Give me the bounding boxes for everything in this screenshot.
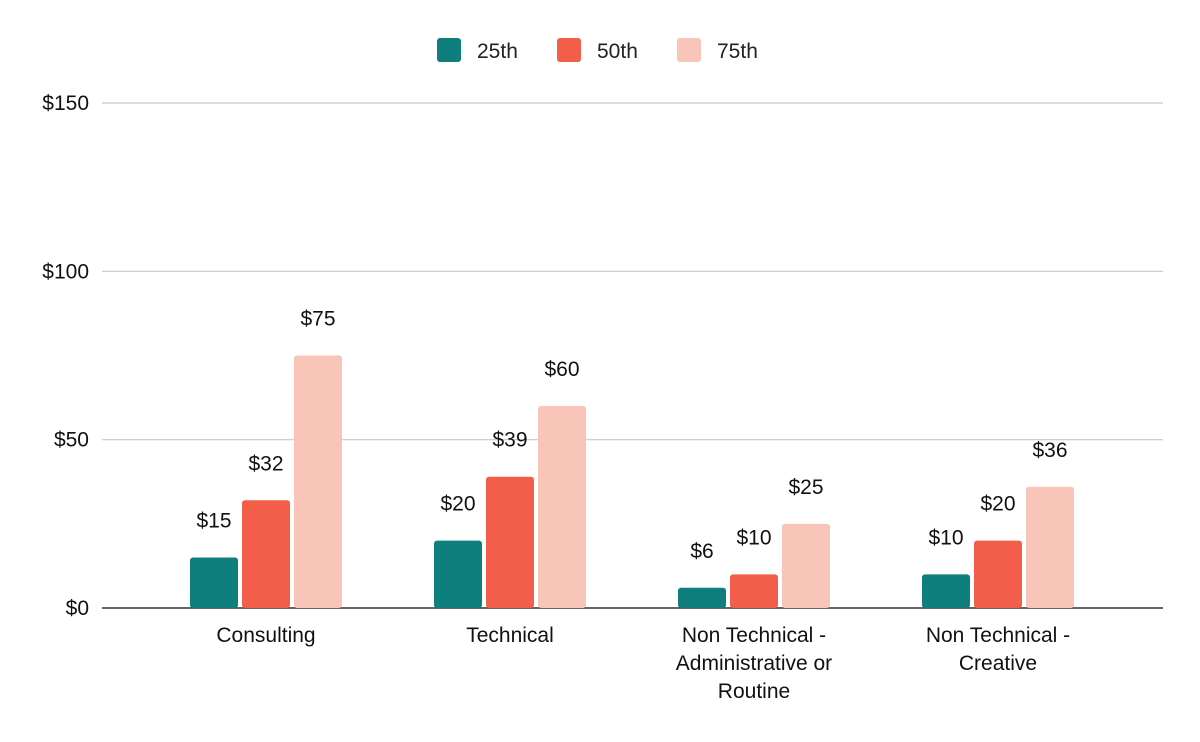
legend-swatch-25th	[437, 38, 461, 62]
x-category-label: Non Technical - Administrative or Routine	[676, 624, 832, 703]
y-tick-label: $100	[42, 260, 89, 283]
bar-75th	[782, 523, 830, 608]
x-category-label-line: Non Technical -	[926, 624, 1070, 647]
x-category-label-line: Creative	[959, 652, 1037, 675]
bar-75th	[294, 355, 342, 608]
x-category-label-line: Technical	[466, 624, 554, 647]
legend-label-75th: 75th	[717, 40, 758, 63]
legend-label-50th: 50th	[597, 40, 638, 63]
bar-25th	[190, 557, 238, 608]
legend: 25th 50th 75th	[437, 38, 758, 63]
bar-75th	[1026, 486, 1074, 608]
x-category-label-line: Administrative or	[676, 652, 832, 675]
data-label-50th: $10	[736, 526, 771, 549]
data-label-75th: $75	[300, 308, 335, 331]
x-category-label: Consulting	[216, 624, 315, 647]
legend-swatch-50th	[557, 38, 581, 62]
bar-25th	[678, 587, 726, 608]
x-category-label-line: Non Technical -	[682, 624, 826, 647]
y-axis-ticks: $0 $50 $100 $150	[42, 92, 89, 620]
data-label-25th: $6	[690, 540, 713, 563]
y-tick-label: $50	[54, 429, 89, 452]
bar-50th	[730, 574, 778, 608]
bar-50th	[242, 500, 290, 608]
data-label-75th: $60	[544, 358, 579, 381]
bars	[190, 355, 1074, 608]
x-category-label-line: Consulting	[216, 624, 315, 647]
legend-swatch-75th	[677, 38, 701, 62]
bar-25th	[922, 574, 970, 608]
data-label-50th: $32	[248, 452, 283, 475]
x-category-label: Technical	[466, 624, 554, 647]
bar-50th	[974, 540, 1022, 608]
data-label-25th: $10	[928, 526, 963, 549]
x-category-label: Non Technical - Creative	[926, 624, 1070, 675]
data-label-25th: $20	[440, 493, 475, 516]
legend-label-25th: 25th	[477, 40, 518, 63]
bar-75th	[538, 406, 586, 608]
data-labels: $15 $32 $75 $20 $39 $60 $6 $10 $25 $10 $20 $36	[196, 308, 1067, 563]
data-label-75th: $25	[788, 476, 823, 499]
data-label-75th: $36	[1032, 439, 1067, 462]
x-axis-categories: Consulting Technical Non Technical - Admini…	[216, 624, 1070, 703]
y-tick-label: $150	[42, 92, 89, 115]
bar-25th	[434, 540, 482, 608]
x-category-label-line: Routine	[718, 680, 790, 703]
data-label-50th: $39	[492, 429, 527, 452]
y-tick-label: $0	[66, 597, 89, 620]
data-label-50th: $20	[980, 493, 1015, 516]
bar-50th	[486, 476, 534, 608]
data-label-25th: $15	[196, 510, 231, 533]
